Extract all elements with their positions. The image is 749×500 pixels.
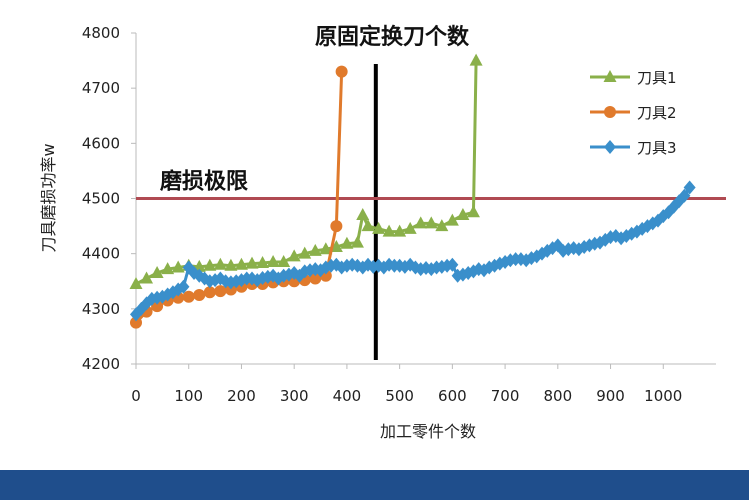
wear-power-chart: 4200 4300 4400 4500 4600 4700 4800 0 100 200 300 4… bbox=[39, 24, 726, 441]
data-point bbox=[382, 224, 396, 237]
data-point bbox=[140, 271, 154, 284]
x-tick-label: 900 bbox=[596, 387, 625, 405]
data-point bbox=[466, 205, 480, 218]
x-ticks: 0 100 200 300 400 500 600 700 800 900 1000 bbox=[131, 364, 682, 405]
y-tick-label: 4300 bbox=[82, 300, 120, 318]
data-point bbox=[203, 286, 216, 299]
data-point bbox=[224, 283, 237, 296]
data-point bbox=[469, 53, 483, 66]
data-point bbox=[266, 254, 280, 267]
data-point bbox=[203, 258, 217, 271]
x-tick-label: 300 bbox=[280, 387, 309, 405]
x-tick-label: 500 bbox=[385, 387, 414, 405]
data-point bbox=[435, 219, 449, 232]
data-point bbox=[130, 316, 142, 329]
y-tick-label: 4700 bbox=[82, 79, 120, 97]
y-axis-label: 刀具磨损功率w bbox=[39, 143, 58, 252]
data-point bbox=[161, 262, 175, 275]
chart-area: 4200 4300 4400 4500 4600 4700 4800 0 100 200 300 4… bbox=[39, 24, 726, 441]
data-point bbox=[193, 289, 206, 302]
data-point bbox=[213, 257, 227, 270]
legend-marker bbox=[603, 70, 617, 82]
x-tick-label: 1000 bbox=[644, 387, 682, 405]
x-tick-label: 400 bbox=[333, 387, 362, 405]
data-point bbox=[356, 208, 370, 221]
x-tick-label: 800 bbox=[543, 387, 572, 405]
data-point bbox=[298, 246, 312, 259]
legend: 刀具1 刀具2 刀具3 bbox=[590, 69, 677, 157]
x-tick-label: 200 bbox=[227, 387, 256, 405]
data-point bbox=[224, 258, 238, 271]
tool-change-label: 原固定换刀个数 bbox=[315, 24, 470, 50]
data-point bbox=[340, 236, 354, 249]
x-tick-label: 700 bbox=[491, 387, 520, 405]
data-point bbox=[330, 220, 343, 233]
data-point bbox=[150, 265, 164, 278]
data-point bbox=[329, 240, 343, 253]
y-tick-label: 4600 bbox=[82, 134, 120, 152]
data-point bbox=[361, 219, 375, 232]
data-point bbox=[445, 213, 459, 226]
data-point bbox=[182, 290, 195, 303]
data-point bbox=[287, 249, 301, 262]
data-point bbox=[319, 242, 333, 255]
footer-bar bbox=[0, 470, 749, 500]
data-point bbox=[214, 285, 227, 298]
x-axis-label: 加工零件个数 bbox=[380, 422, 476, 441]
series-layer bbox=[129, 53, 696, 329]
y-tick-label: 4200 bbox=[82, 355, 120, 373]
y-ticks: 4200 4300 4400 4500 4600 4700 4800 bbox=[82, 24, 136, 373]
data-point bbox=[520, 253, 533, 268]
data-point bbox=[414, 216, 428, 229]
data-point bbox=[372, 221, 386, 234]
series-1 bbox=[129, 53, 483, 290]
data-point bbox=[683, 180, 696, 195]
data-point bbox=[393, 224, 407, 237]
data-point bbox=[277, 254, 291, 267]
data-point bbox=[504, 253, 517, 268]
data-point bbox=[308, 243, 322, 256]
data-point bbox=[678, 188, 691, 203]
legend-marker bbox=[604, 106, 616, 118]
data-point bbox=[403, 221, 417, 234]
data-point bbox=[129, 277, 143, 290]
data-point bbox=[309, 272, 322, 285]
data-point bbox=[177, 279, 190, 294]
data-point bbox=[456, 208, 470, 221]
legend-marker bbox=[604, 140, 616, 154]
x-tick-label: 0 bbox=[131, 387, 141, 405]
data-point bbox=[335, 65, 348, 78]
wear-limit-label: 磨损极限 bbox=[160, 170, 248, 195]
series-3 bbox=[130, 180, 696, 322]
x-tick-label: 100 bbox=[174, 387, 203, 405]
data-point bbox=[245, 256, 259, 269]
data-point bbox=[171, 260, 185, 273]
legend-label: 刀具3 bbox=[637, 139, 677, 157]
data-point bbox=[424, 216, 438, 229]
data-point bbox=[234, 257, 248, 270]
data-point bbox=[350, 235, 364, 248]
y-tick-label: 4800 bbox=[82, 24, 120, 42]
data-point bbox=[446, 257, 459, 272]
data-point bbox=[256, 256, 270, 269]
legend-label: 刀具2 bbox=[637, 104, 677, 122]
legend-label: 刀具1 bbox=[637, 69, 677, 87]
y-tick-label: 4400 bbox=[82, 245, 120, 263]
y-tick-label: 4500 bbox=[82, 190, 120, 208]
x-tick-label: 600 bbox=[438, 387, 467, 405]
